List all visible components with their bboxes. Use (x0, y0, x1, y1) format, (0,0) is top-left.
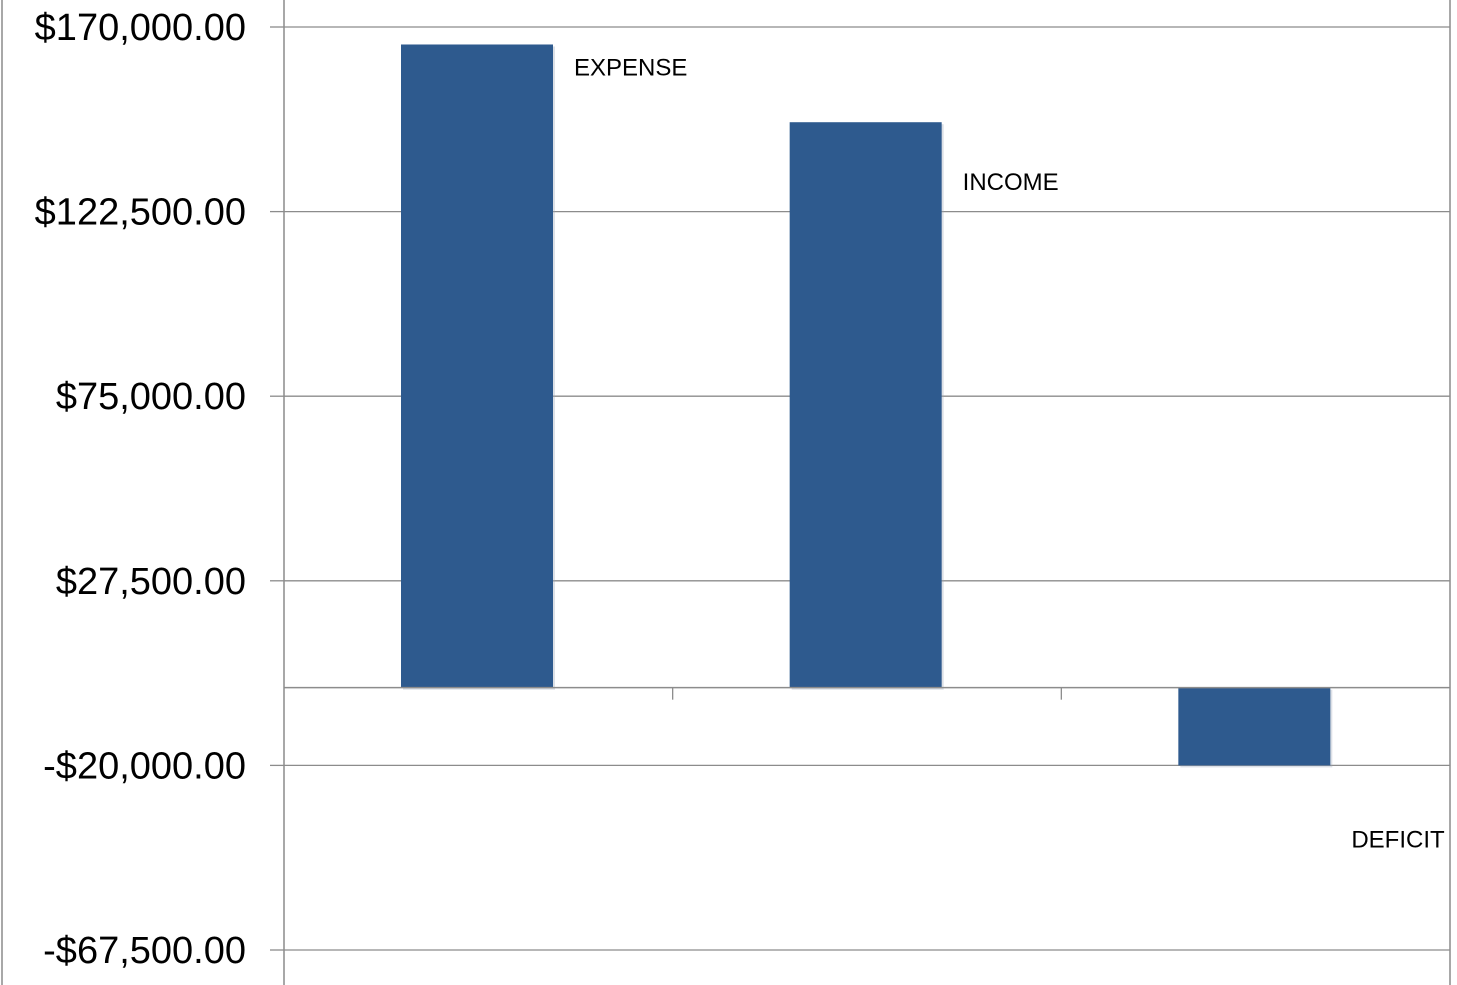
y-tick-label: $27,500.00 (56, 561, 246, 603)
y-tick-label: -$20,000.00 (43, 745, 246, 787)
bars (401, 44, 1333, 768)
data-label-expense: EXPENSE (574, 54, 687, 81)
bar-income (789, 122, 942, 688)
y-tick-label: $75,000.00 (56, 376, 246, 418)
y-axis-ticks: $170,000.00 $122,500.00 $75,000.00 $27,500.… (35, 7, 284, 972)
data-label-income: INCOME (963, 169, 1059, 196)
bar-expense (401, 44, 553, 688)
bar-deficit (1178, 687, 1331, 766)
data-labels: EXPENSE INCOME DEFICIT (574, 54, 1445, 853)
y-tick-label: $170,000.00 (35, 7, 246, 49)
y-tick-label: $122,500.00 (35, 192, 246, 234)
data-label-deficit: DEFICIT (1351, 826, 1445, 853)
y-tick-label: -$67,500.00 (43, 930, 246, 972)
